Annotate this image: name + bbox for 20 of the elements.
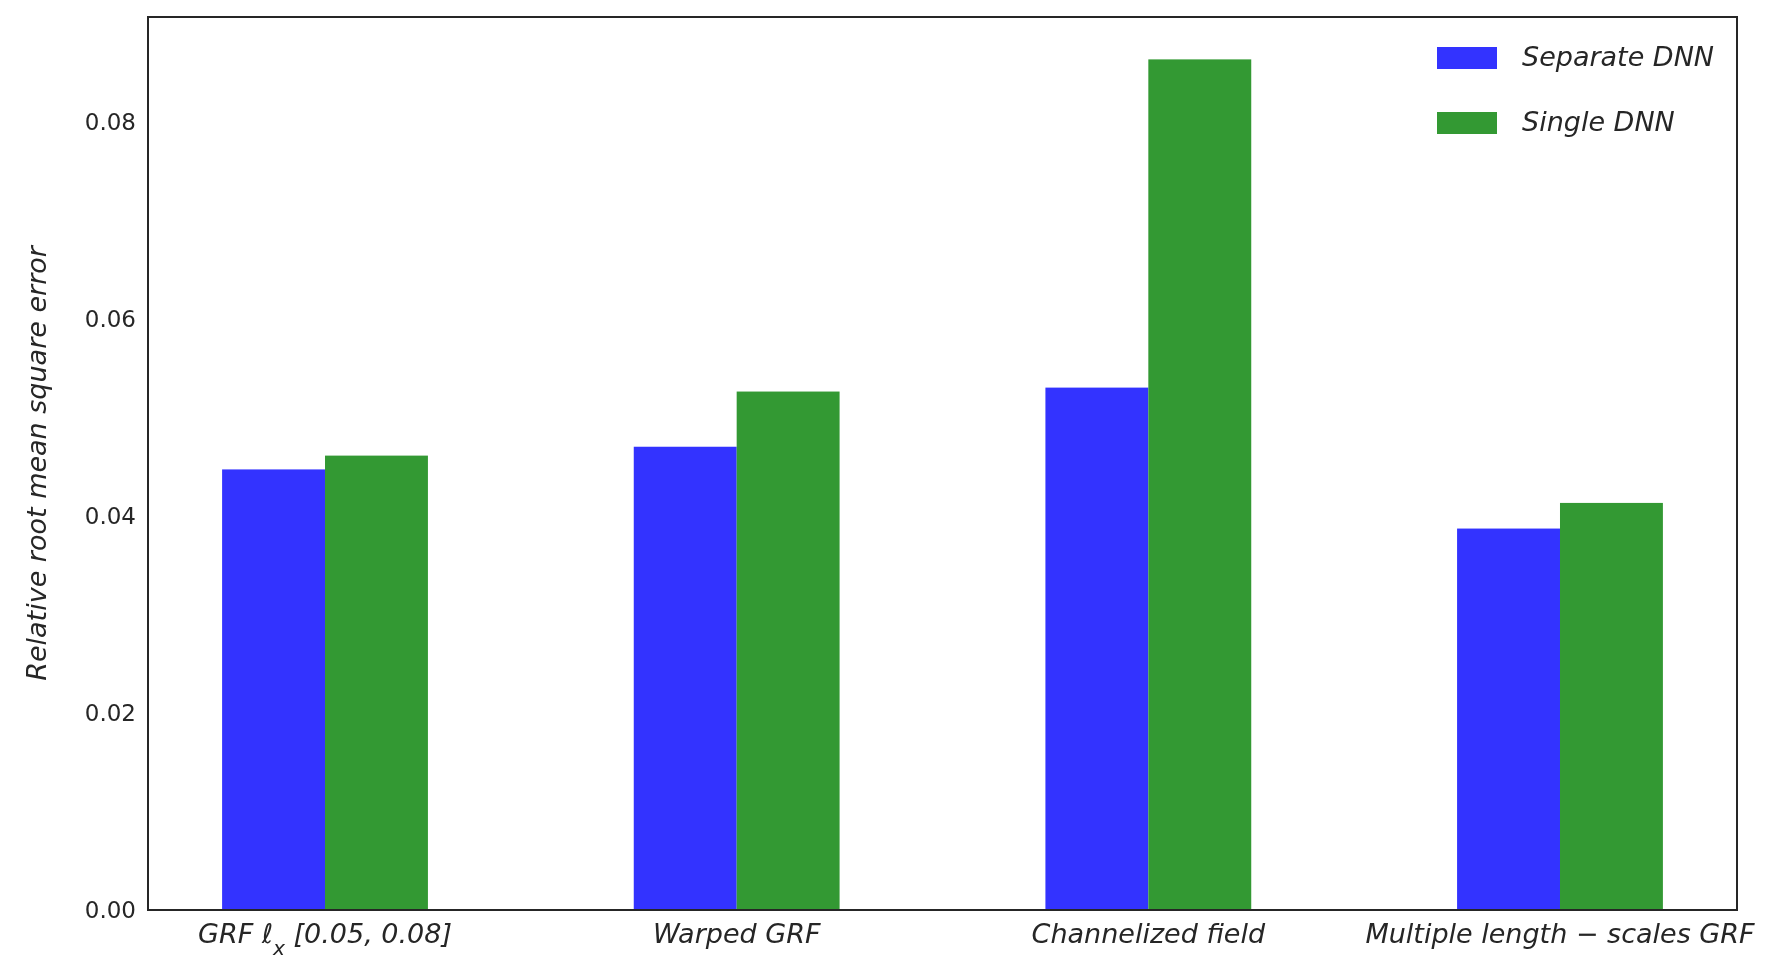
y-tick-label: 0.04 xyxy=(84,502,136,529)
x-tick-label: GRF ℓ$_{x}$ [0.05, 0.08] xyxy=(198,918,453,957)
x-tick-label: Channelized field xyxy=(1031,918,1266,949)
x-tick-label: Warped GRF xyxy=(652,918,821,949)
bar xyxy=(222,469,326,910)
bar xyxy=(736,391,840,910)
y-tick-label: 0.06 xyxy=(84,305,136,332)
bar xyxy=(325,455,428,910)
x-tick-label: Multiple length − scales GRF xyxy=(1365,918,1756,949)
y-tick-label: 0.00 xyxy=(84,897,136,924)
y-axis-title: Relative root mean square error xyxy=(21,244,52,681)
legend-label: Single DNN xyxy=(1522,106,1675,137)
bar xyxy=(1457,528,1560,910)
bar xyxy=(1148,59,1252,910)
legend-label: Separate DNN xyxy=(1522,41,1715,72)
bar xyxy=(1559,502,1663,910)
y-tick-label: 0.08 xyxy=(84,108,136,135)
bar xyxy=(1045,387,1149,910)
y-tick-label: 0.02 xyxy=(84,699,136,726)
bar xyxy=(633,446,737,910)
